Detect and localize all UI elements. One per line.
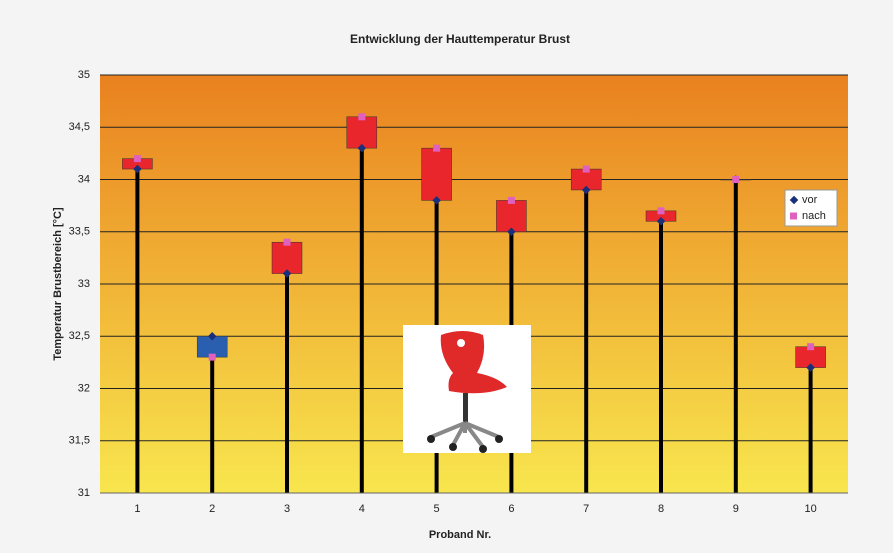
nach-marker bbox=[358, 113, 366, 121]
chart-title: Entwicklung der Hauttemperatur Brust bbox=[350, 32, 570, 46]
vor-marker bbox=[282, 269, 292, 278]
nach-marker bbox=[732, 176, 740, 183]
y-tick-label: 31 bbox=[78, 487, 90, 499]
change-box bbox=[346, 116, 378, 149]
nach-marker bbox=[582, 165, 590, 173]
x-tick-label: 6 bbox=[508, 503, 514, 515]
y-tick-label: 31,5 bbox=[69, 435, 90, 447]
y-tick-label: 33 bbox=[78, 278, 90, 290]
x-tick-label: 10 bbox=[804, 503, 816, 515]
vor-marker bbox=[207, 332, 217, 341]
x-tick-label: 4 bbox=[359, 503, 365, 515]
legend-box bbox=[784, 189, 838, 227]
y-axis-label: Temperatur Brustbereich [°C] bbox=[52, 207, 64, 361]
nach-marker bbox=[283, 238, 291, 246]
y-tick-label: 34 bbox=[78, 173, 90, 185]
legend-label: vor bbox=[802, 194, 818, 206]
legend-label: nach bbox=[802, 210, 826, 222]
nach-marker bbox=[133, 155, 141, 163]
y-tick-label: 32,5 bbox=[69, 330, 90, 342]
x-tick-label: 8 bbox=[658, 503, 664, 515]
nach-marker bbox=[657, 207, 665, 215]
change-box bbox=[421, 147, 452, 201]
vor-marker bbox=[432, 196, 441, 205]
change-box bbox=[496, 200, 527, 232]
vor-marker bbox=[507, 227, 516, 236]
x-tick-label: 1 bbox=[134, 503, 140, 515]
nach-marker bbox=[507, 196, 515, 204]
x-tick-label: 9 bbox=[733, 503, 739, 515]
nach-marker bbox=[433, 144, 441, 152]
nach-marker bbox=[807, 343, 815, 351]
change-box bbox=[271, 241, 303, 274]
vor-marker bbox=[133, 164, 142, 174]
y-tick-label: 32 bbox=[78, 382, 90, 394]
x-tick-label: 2 bbox=[209, 503, 215, 515]
y-tick-label: 33,5 bbox=[69, 226, 90, 238]
x-tick-label: 3 bbox=[284, 503, 290, 515]
y-tick-label: 35 bbox=[78, 69, 90, 81]
x-tick-label: 5 bbox=[434, 503, 440, 515]
chair-image bbox=[403, 325, 531, 453]
vor-marker bbox=[806, 363, 815, 372]
x-tick-label: 7 bbox=[583, 503, 589, 515]
x-axis-label: Proband Nr. bbox=[429, 529, 491, 541]
vor-marker bbox=[357, 143, 367, 153]
nach-marker bbox=[208, 353, 216, 361]
y-tick-label: 34,5 bbox=[69, 121, 90, 133]
legend-marker bbox=[790, 212, 797, 220]
